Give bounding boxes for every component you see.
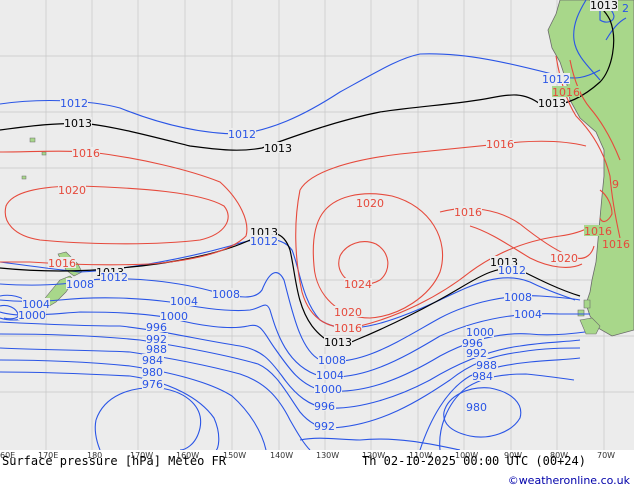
isobar-label: 1012 — [100, 271, 128, 284]
longitude-ticks: 60E 170E 180 170W 160W 150W 140W 130W 12… — [0, 451, 615, 460]
pacific-islands — [21, 137, 47, 180]
isobar-label: 996 — [146, 321, 167, 334]
lon-tick: 150W — [223, 451, 246, 460]
isobar-label: 1013 — [538, 97, 566, 110]
lon-tick: 90W — [504, 451, 522, 460]
lon-tick: 120W — [362, 451, 385, 460]
isobar-label: 988 — [476, 359, 497, 372]
isobar-label: 1016 — [486, 138, 514, 151]
isobar-label: 1012 — [250, 235, 278, 248]
isobar-label: 1013 — [590, 0, 618, 12]
isobar-label: 1012 — [498, 264, 526, 277]
isobar-label: 1004 — [170, 295, 198, 308]
isobar-label: 1020 — [58, 184, 86, 197]
isobar-label: 2 — [622, 2, 629, 15]
isobar-label: 1016 — [602, 238, 630, 251]
isobar-label: 1020 — [356, 197, 384, 210]
isobar-label: 1024 — [344, 278, 372, 291]
isobar-label: 1004 — [514, 308, 542, 321]
lon-tick: 70W — [597, 451, 615, 460]
isobar-label: 1013 — [64, 117, 92, 130]
lon-tick: 180 — [87, 451, 102, 460]
isobar-label: 988 — [146, 343, 167, 356]
isobar-label: 1012 — [542, 73, 570, 86]
lon-tick: 130W — [316, 451, 339, 460]
isobar-label: 1016 — [454, 206, 482, 219]
isobar-label: 984 — [472, 370, 493, 383]
isobar-label: 992 — [314, 420, 335, 433]
isobar-label: 1000 — [160, 310, 188, 323]
isobar-label: 1012 — [228, 128, 256, 141]
lon-tick: 160W — [176, 451, 199, 460]
isobar-label: 1008 — [318, 354, 346, 367]
lon-tick: 140W — [270, 451, 293, 460]
isobar-label: 1016 — [334, 322, 362, 335]
isobar-label: 1004 — [22, 298, 50, 311]
valid-time: Th 02-10-2025 00:00 UTC (00+24) — [362, 454, 586, 468]
isobar-label: 1013 — [324, 336, 352, 349]
isobar-label: 1008 — [504, 291, 532, 304]
isobar-label: 996 — [314, 400, 335, 413]
isobar-label: 1012 — [60, 97, 88, 110]
lon-tick: 80W — [550, 451, 568, 460]
map-title: Surface pressure [hPa] Meteo FR — [2, 454, 226, 468]
isobar-label: 1000 — [18, 309, 46, 322]
isobar-label: 1008 — [212, 288, 240, 301]
lon-tick: 170W — [130, 451, 153, 460]
isobar-label: 1016 — [48, 257, 76, 270]
isobar-label: 1000 — [314, 383, 342, 396]
lon-tick: 60E — [0, 451, 15, 460]
isobar-labels: 1013 1013 1013 1013 1013 1013 1013 1013 … — [18, 0, 630, 433]
isobar-label: 996 — [462, 337, 483, 350]
isobar-label: 1004 — [316, 369, 344, 382]
isobar-label: 1016 — [584, 225, 612, 238]
isobar-label: 1016 — [72, 147, 100, 160]
isobar-label: 1016 — [552, 86, 580, 99]
isobar-label: 992 — [146, 333, 167, 346]
lon-tick: 110W — [409, 451, 432, 460]
footer-background — [0, 450, 634, 490]
lon-tick: 170E — [38, 451, 58, 460]
isobar-label: 1013 — [264, 142, 292, 155]
isobar-label: 1020 — [334, 306, 362, 319]
isobar-label: 9 — [612, 178, 619, 191]
isobar-label: 984 — [142, 354, 163, 367]
lat-lon-grid — [0, 0, 634, 450]
isobar-label: 1008 — [66, 278, 94, 291]
isobar-label: 980 — [466, 401, 487, 414]
isobar-label: 980 — [142, 366, 163, 379]
isobar-label: 992 — [466, 347, 487, 360]
lon-tick: 100W — [455, 451, 478, 460]
isobar-label: 976 — [142, 378, 163, 391]
isobar-label: 1000 — [466, 326, 494, 339]
isobar-label: 1020 — [550, 252, 578, 265]
credit-link[interactable]: ©weatheronline.co.uk — [507, 474, 630, 487]
